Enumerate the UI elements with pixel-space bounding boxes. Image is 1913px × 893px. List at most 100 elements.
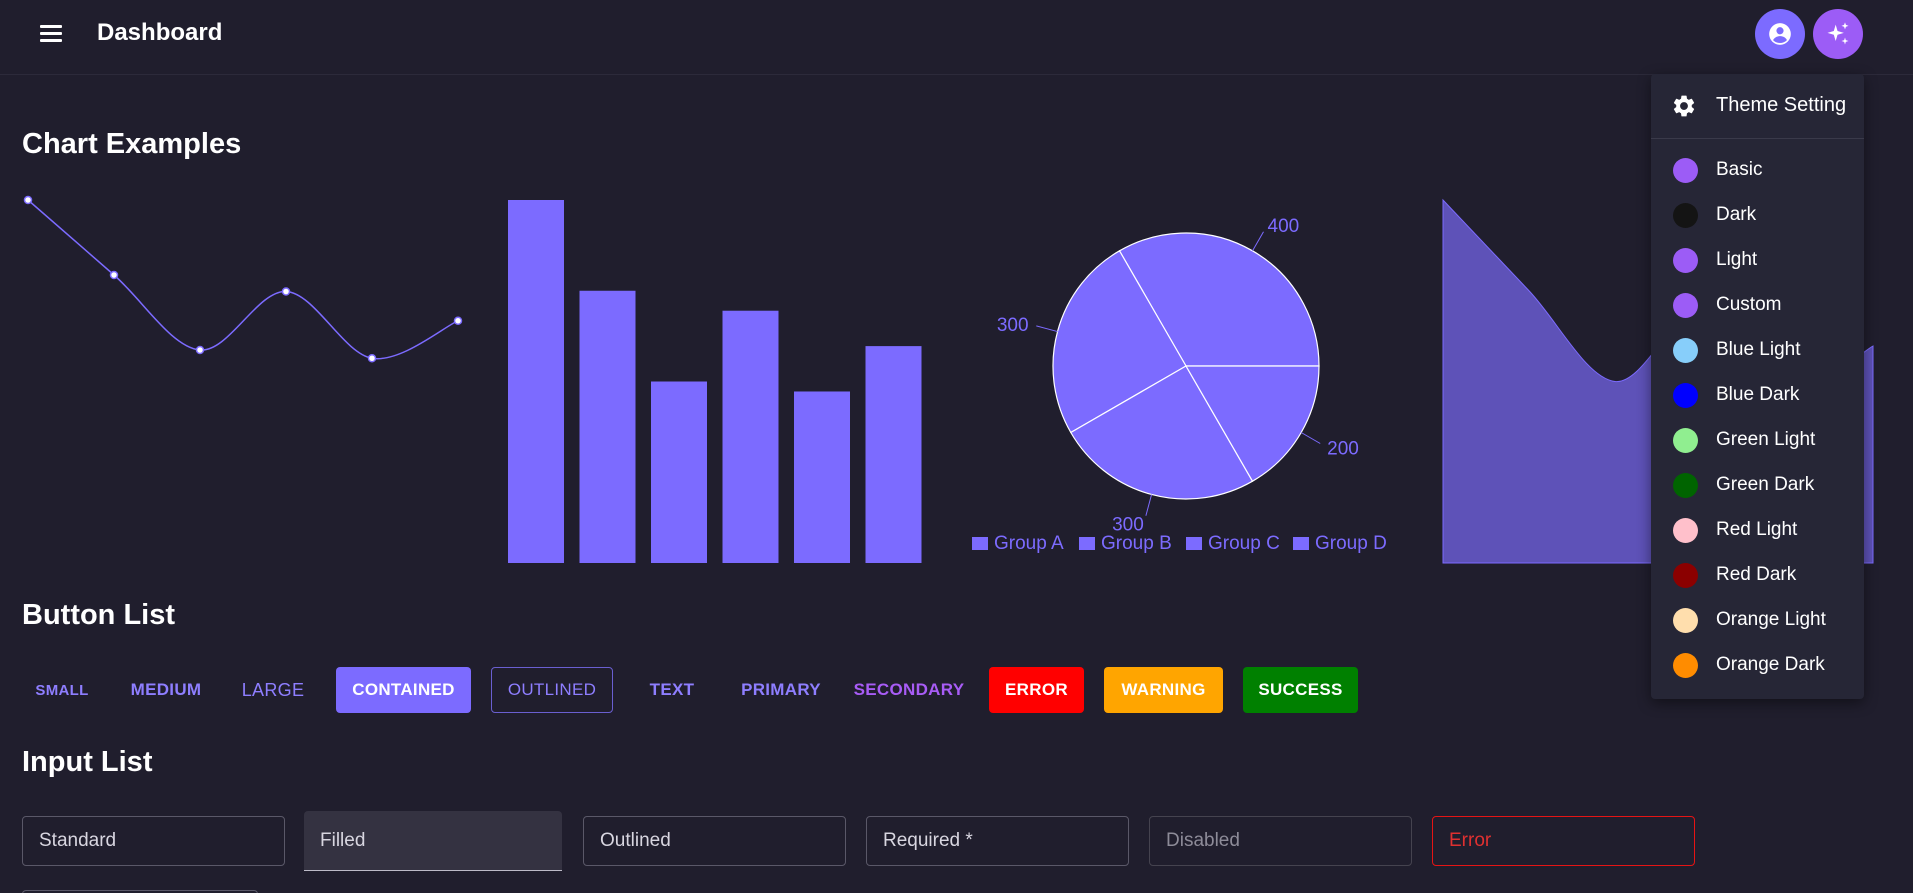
primary-button[interactable]: PRIMARY — [741, 680, 821, 699]
theme-color-swatch — [1673, 338, 1698, 363]
outlined-button[interactable]: OUTLINED — [491, 667, 613, 713]
pie-label-line — [1300, 432, 1321, 444]
bar — [579, 290, 636, 563]
theme-option-label: Basic — [1716, 159, 1763, 180]
pie-label-line — [1145, 494, 1153, 516]
bar-chart — [508, 200, 922, 563]
secondary-button[interactable]: SECONDARY — [853, 680, 965, 699]
line-point — [23, 195, 33, 205]
pie-chart: 400 300 300 200 Group A Group B Group C Group D — [972, 216, 1387, 554]
line-point — [281, 287, 291, 296]
theme-option-custom[interactable]: Custom — [1651, 283, 1864, 328]
sparkles-icon — [1827, 22, 1849, 45]
theme-color-swatch — [1673, 203, 1698, 228]
theme-color-swatch — [1673, 653, 1698, 678]
theme-option-red-light[interactable]: Red Light — [1651, 508, 1864, 553]
theme-color-swatch — [1673, 473, 1698, 498]
account-circle-icon — [1769, 23, 1791, 45]
outlined-input[interactable]: Outlined — [583, 816, 846, 866]
filled-input[interactable]: Filled — [304, 811, 562, 871]
menu-icon[interactable] — [38, 22, 66, 46]
warning-button[interactable]: WARNING — [1104, 667, 1223, 713]
theme-option-orange-dark[interactable]: Orange Dark — [1651, 643, 1864, 688]
theme-option-label: Light — [1716, 249, 1758, 270]
required-input[interactable]: Required * — [866, 816, 1129, 866]
line-chart — [23, 195, 463, 363]
theme-option-light[interactable]: Light — [1651, 238, 1864, 283]
theme-option-label: Red Light — [1716, 519, 1798, 540]
button-list-title: Button List — [22, 599, 176, 631]
bar — [865, 346, 922, 563]
small-button[interactable]: SMALL — [35, 681, 89, 699]
line-point — [367, 354, 377, 363]
disabled-input: Disabled — [1149, 816, 1412, 866]
legend-label: Group A — [994, 533, 1064, 554]
app-bar: Dashboard — [0, 0, 1913, 75]
theme-option-blue-dark[interactable]: Blue Dark — [1651, 373, 1864, 418]
theme-menu-header[interactable]: Theme Setting — [1651, 74, 1864, 139]
pie-slice — [1118, 232, 1320, 367]
theme-option-label: Blue Dark — [1716, 384, 1800, 405]
theme-color-swatch — [1673, 248, 1698, 273]
theme-option-orange-light[interactable]: Orange Light — [1651, 598, 1864, 643]
pie-data-label: 400 — [1268, 216, 1300, 237]
scrollbar[interactable] — [1902, 74, 1913, 893]
medium-button[interactable]: MEDIUM — [130, 680, 202, 699]
success-button[interactable]: SUCCESS — [1243, 667, 1358, 713]
line-series — [27, 199, 459, 360]
theme-option-label: Red Dark — [1716, 564, 1797, 585]
theme-option-label: Blue Light — [1716, 339, 1801, 360]
line-point — [195, 345, 205, 355]
pie-data-label: 300 — [997, 315, 1029, 336]
theme-option-label: Dark — [1716, 204, 1757, 225]
extra-input[interactable] — [22, 890, 258, 893]
theme-setting-label: Theme Setting — [1716, 94, 1847, 116]
gear-icon — [1673, 95, 1695, 117]
bar — [651, 381, 707, 563]
bar — [794, 391, 850, 563]
theme-option-basic[interactable]: Basic — [1651, 148, 1864, 193]
theme-color-swatch — [1673, 608, 1698, 633]
line-point — [453, 316, 463, 325]
text-button[interactable]: TEXT — [649, 680, 695, 699]
pie-data-label: 200 — [1327, 439, 1359, 460]
pie-data-label: 300 — [1112, 514, 1144, 535]
theme-color-swatch — [1673, 293, 1698, 318]
pie-label-line — [1252, 231, 1264, 252]
input-list-title: Input List — [22, 746, 153, 778]
theme-color-swatch — [1673, 563, 1698, 588]
theme-button[interactable] — [1813, 9, 1863, 59]
theme-option-label: Custom — [1716, 294, 1782, 315]
theme-option-green-light[interactable]: Green Light — [1651, 418, 1864, 463]
legend-swatch — [1293, 537, 1309, 550]
account-button[interactable] — [1755, 9, 1805, 59]
theme-color-swatch — [1673, 428, 1698, 453]
legend-label: Group C — [1208, 533, 1280, 554]
page-title: Dashboard — [97, 19, 223, 46]
bar — [722, 310, 779, 563]
legend-label: Group B — [1101, 533, 1172, 554]
pie-slice — [1069, 365, 1254, 500]
legend-swatch — [972, 537, 988, 550]
chart-examples-title: Chart Examples — [22, 128, 242, 160]
theme-option-blue-light[interactable]: Blue Light — [1651, 328, 1864, 373]
pie-slice — [1052, 249, 1187, 434]
theme-option-dark[interactable]: Dark — [1651, 193, 1864, 238]
theme-option-green-dark[interactable]: Green Dark — [1651, 463, 1864, 508]
bar — [508, 200, 564, 563]
theme-option-label: Orange Light — [1716, 609, 1826, 630]
large-button[interactable]: LARGE — [241, 679, 305, 700]
theme-color-swatch — [1673, 383, 1698, 408]
contained-button[interactable]: CONTAINED — [336, 667, 471, 713]
standard-input[interactable]: Standard — [22, 816, 285, 866]
legend-swatch — [1186, 537, 1202, 550]
theme-option-red-dark[interactable]: Red Dark — [1651, 553, 1864, 598]
theme-color-swatch — [1673, 158, 1698, 183]
theme-option-label: Orange Dark — [1716, 654, 1825, 675]
pie-label-line — [1036, 325, 1058, 333]
theme-option-label: Green Dark — [1716, 474, 1815, 495]
theme-option-label: Green Light — [1716, 429, 1816, 450]
line-point — [109, 270, 119, 280]
error-button[interactable]: ERROR — [989, 667, 1084, 713]
error-input[interactable]: Error — [1432, 816, 1695, 866]
